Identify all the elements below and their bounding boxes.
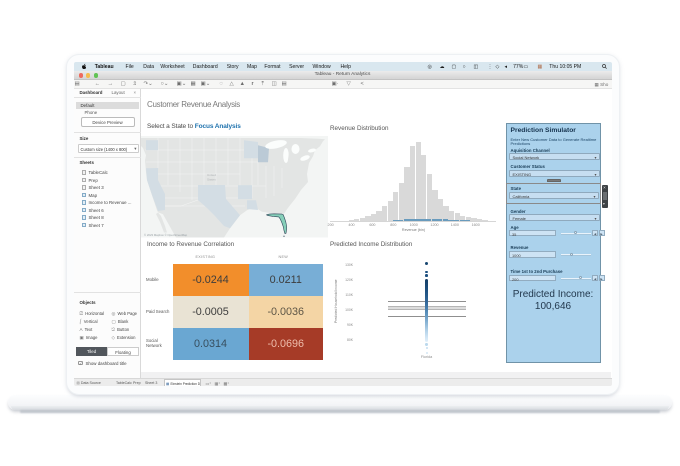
svg-text:© 2023 Mapbox © OpenStreetMap: © 2023 Mapbox © OpenStreetMap bbox=[144, 233, 188, 237]
svg-text:United: United bbox=[207, 173, 216, 177]
svg-text:States: States bbox=[207, 178, 216, 182]
